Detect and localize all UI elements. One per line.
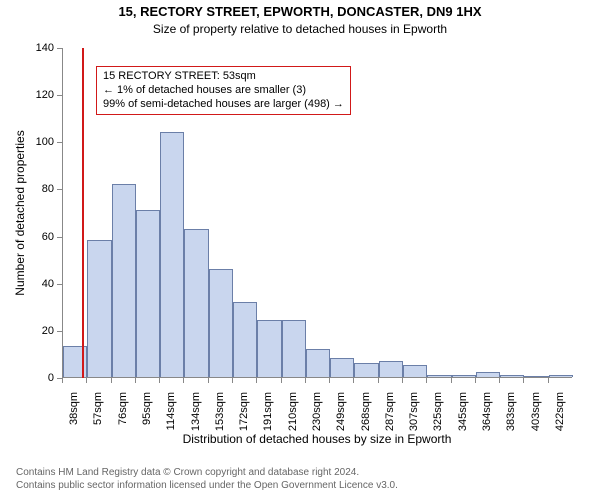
xtick-mark — [159, 378, 160, 383]
xtick-label: 325sqm — [432, 392, 444, 442]
ytick-mark — [57, 142, 62, 143]
histogram-bar — [476, 372, 500, 377]
xtick-label: 249sqm — [335, 392, 347, 442]
xtick-label: 210sqm — [287, 392, 299, 442]
histogram-bar — [209, 269, 233, 377]
xtick-label: 422sqm — [554, 392, 566, 442]
histogram-bar — [282, 320, 306, 377]
xtick-mark — [426, 378, 427, 383]
xtick-mark — [378, 378, 379, 383]
ytick-label: 40 — [0, 278, 54, 290]
xtick-label: 114sqm — [165, 392, 177, 442]
histogram-bar — [354, 363, 378, 377]
ytick-label: 100 — [0, 136, 54, 148]
xtick-mark — [135, 378, 136, 383]
xtick-label: 76sqm — [117, 392, 129, 442]
histogram-bar — [306, 349, 330, 377]
xtick-mark — [499, 378, 500, 383]
xtick-mark — [111, 378, 112, 383]
xtick-label: 383sqm — [505, 392, 517, 442]
ytick-label: 140 — [0, 42, 54, 54]
xtick-mark — [256, 378, 257, 383]
xtick-mark — [402, 378, 403, 383]
ytick-mark — [57, 284, 62, 285]
xtick-label: 403sqm — [530, 392, 542, 442]
histogram-bar — [500, 375, 524, 377]
footer-attribution: Contains HM Land Registry data © Crown c… — [16, 467, 398, 492]
xtick-mark — [208, 378, 209, 383]
xtick-mark — [523, 378, 524, 383]
ytick-mark — [57, 95, 62, 96]
histogram-bar — [136, 210, 160, 377]
histogram-bar — [160, 132, 184, 377]
xtick-mark — [475, 378, 476, 383]
chart-subtitle: Size of property relative to detached ho… — [0, 22, 600, 36]
y-axis-label: Number of detached properties — [13, 73, 27, 353]
histogram-bar — [87, 240, 111, 377]
xtick-mark — [183, 378, 184, 383]
xtick-label: 287sqm — [384, 392, 396, 442]
histogram-bar — [257, 320, 281, 377]
ytick-mark — [57, 237, 62, 238]
xtick-label: 153sqm — [214, 392, 226, 442]
histogram-bar — [112, 184, 136, 377]
xtick-label: 364sqm — [481, 392, 493, 442]
xtick-mark — [548, 378, 549, 383]
histogram-bar — [452, 375, 476, 377]
histogram-bar — [549, 375, 573, 377]
chart-title: 15, RECTORY STREET, EPWORTH, DONCASTER, … — [0, 4, 600, 19]
reference-marker-line — [82, 48, 84, 378]
xtick-label: 268sqm — [360, 392, 372, 442]
ytick-label: 0 — [0, 372, 54, 384]
ytick-mark — [57, 331, 62, 332]
histogram-bar — [427, 375, 451, 377]
ytick-label: 120 — [0, 89, 54, 101]
xtick-mark — [451, 378, 452, 383]
xtick-label: 95sqm — [141, 392, 153, 442]
histogram-bar — [233, 302, 257, 377]
histogram-bar — [184, 229, 208, 378]
xtick-label: 57sqm — [92, 392, 104, 442]
xtick-mark — [353, 378, 354, 383]
xtick-mark — [86, 378, 87, 383]
xtick-label: 230sqm — [311, 392, 323, 442]
histogram-bar — [403, 365, 427, 377]
xtick-mark — [305, 378, 306, 383]
xtick-label: 345sqm — [457, 392, 469, 442]
ytick-label: 80 — [0, 183, 54, 195]
ytick-label: 60 — [0, 231, 54, 243]
callout-line-2: ← 1% of detached houses are smaller (3) — [103, 84, 344, 98]
callout-box: 15 RECTORY STREET: 53sqm ← 1% of detache… — [96, 66, 351, 115]
xtick-label: 172sqm — [238, 392, 250, 442]
xtick-mark — [232, 378, 233, 383]
xtick-mark — [281, 378, 282, 383]
callout-line-1: 15 RECTORY STREET: 53sqm — [103, 70, 344, 84]
xtick-mark — [62, 378, 63, 383]
xtick-mark — [329, 378, 330, 383]
callout-line-3: 99% of semi-detached houses are larger (… — [103, 98, 344, 112]
ytick-label: 20 — [0, 325, 54, 337]
histogram-bar — [330, 358, 354, 377]
ytick-mark — [57, 189, 62, 190]
xtick-label: 191sqm — [262, 392, 274, 442]
xtick-label: 38sqm — [68, 392, 80, 442]
footer-line-1: Contains HM Land Registry data © Crown c… — [16, 467, 398, 480]
footer-line-2: Contains public sector information licen… — [16, 480, 398, 493]
histogram-bar — [524, 376, 548, 377]
xtick-label: 134sqm — [190, 392, 202, 442]
histogram-bar — [379, 361, 403, 378]
xtick-label: 307sqm — [408, 392, 420, 442]
ytick-mark — [57, 48, 62, 49]
chart-container: { "title": { "main": "15, RECTORY STREET… — [0, 0, 600, 500]
